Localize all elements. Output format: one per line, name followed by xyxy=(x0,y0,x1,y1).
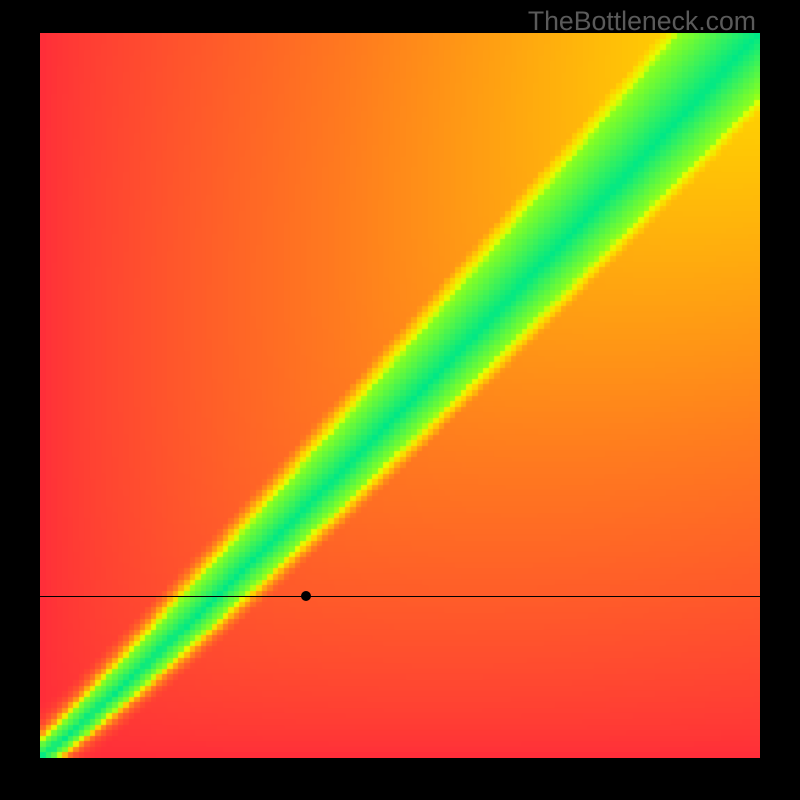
crosshair-marker xyxy=(301,591,311,601)
heatmap-plot xyxy=(40,33,760,758)
crosshair-horizontal xyxy=(40,596,760,597)
watermark-label: TheBottleneck.com xyxy=(528,6,756,37)
root-container: TheBottleneck.com xyxy=(0,0,800,800)
heatmap-canvas xyxy=(40,33,760,758)
